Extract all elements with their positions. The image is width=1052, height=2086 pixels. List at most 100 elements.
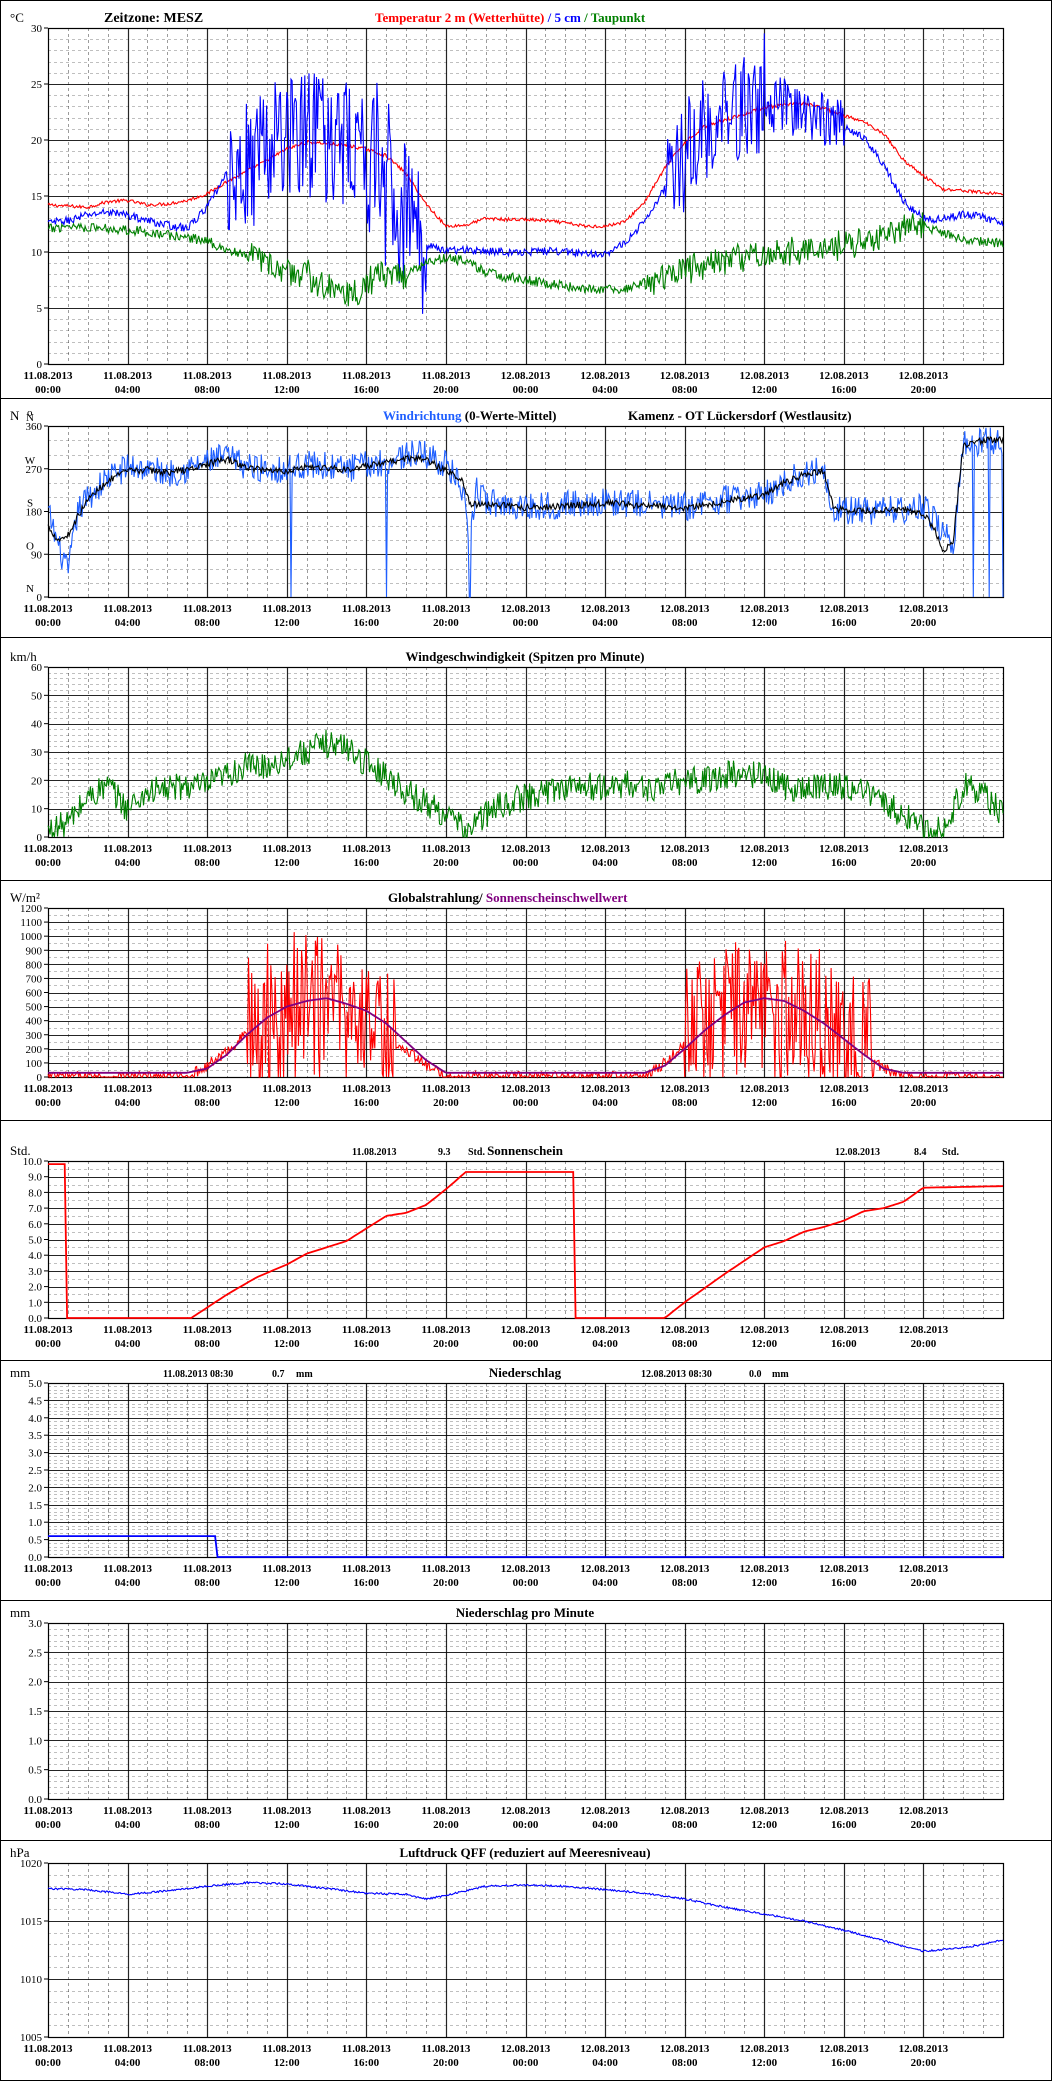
y-tick-label: 1.5 xyxy=(28,1706,42,1718)
x-tick-time: 08:00 xyxy=(672,1338,698,1350)
x-tick-date: 12.08.2013 xyxy=(580,1563,630,1575)
x-tick-time: 12:00 xyxy=(274,1819,300,1831)
x-tick-date: 12.08.2013 xyxy=(580,1324,630,1336)
title-part: (0-Werte-Mittel) xyxy=(462,408,557,423)
y-tick-label: 1020 xyxy=(20,1858,43,1870)
unit-mark: o xyxy=(27,407,33,419)
y-tick-label: 200 xyxy=(26,1044,43,1056)
y-tick-label: 0 xyxy=(37,832,43,844)
chart-global_radiation: 0 100 200 300 400 500 600 700 800 900 1000 1100 1200… xyxy=(10,890,1005,1109)
title-part: 5 cm xyxy=(554,10,581,25)
series-line-pressure-0 xyxy=(47,1881,1004,1953)
x-tick-time: 00:00 xyxy=(35,857,61,869)
x-tick-date: 12.08.2013 xyxy=(899,603,949,615)
x-tick-date: 12.08.2013 xyxy=(501,1083,551,1095)
x-tick-date: 11.08.2013 xyxy=(262,1083,311,1095)
x-tick-time: 12:00 xyxy=(751,2057,777,2069)
x-tick-time: 12:00 xyxy=(751,1819,777,1831)
y-tick-label: 0.0 xyxy=(28,1794,42,1806)
unit-label: mm xyxy=(10,1365,30,1380)
grid xyxy=(48,1383,1003,1558)
x-tick-time: 04:00 xyxy=(115,1577,141,1589)
x-tick-date: 12.08.2013 xyxy=(740,1805,790,1817)
x-tick-time: 04:00 xyxy=(115,857,141,869)
x-tick-time: 08:00 xyxy=(194,857,220,869)
y-tick-label: 10 xyxy=(31,247,43,259)
x-tick-date: 12.08.2013 xyxy=(819,1805,869,1817)
summary-value: 8.4 xyxy=(914,1147,927,1158)
x-tick-date: 11.08.2013 xyxy=(103,1563,152,1575)
x-tick-date: 11.08.2013 xyxy=(103,603,152,615)
x-tick-date: 11.08.2013 xyxy=(103,1083,152,1095)
y-tick-label: 0 xyxy=(37,592,43,604)
compass-label: N xyxy=(26,412,34,424)
x-tick-date: 11.08.2013 xyxy=(262,1324,311,1336)
x-tick-date: 12.08.2013 xyxy=(660,1083,710,1095)
x-tick-time: 04:00 xyxy=(115,1097,141,1109)
compass-label: W xyxy=(25,455,36,467)
y-tick-label: 800 xyxy=(26,959,43,971)
x-tick-date: 11.08.2013 xyxy=(342,843,391,855)
x-tick-date: 12.08.2013 xyxy=(501,843,551,855)
y-tick-label: 90 xyxy=(31,549,43,561)
x-tick-date: 11.08.2013 xyxy=(421,1083,470,1095)
x-tick-time: 04:00 xyxy=(592,617,618,629)
summary-value: 0.0 xyxy=(749,1369,762,1380)
y-tick-label: 30 xyxy=(31,747,43,759)
plot-border xyxy=(47,425,1005,599)
x-tick-date: 11.08.2013 xyxy=(262,1563,311,1575)
y-tick-label: 400 xyxy=(26,1016,43,1028)
unit-label: °C xyxy=(10,10,24,25)
x-tick-date: 12.08.2013 xyxy=(819,1083,869,1095)
x-tick-time: 20:00 xyxy=(433,1577,459,1589)
y-tick-label: 2.0 xyxy=(28,1482,42,1494)
plot-border xyxy=(47,27,1005,366)
x-tick-date: 12.08.2013 xyxy=(580,2043,630,2055)
chart-title: Niederschlag pro Minute xyxy=(456,1605,595,1620)
y-tick-label: 0.5 xyxy=(28,1535,42,1547)
x-tick-time: 16:00 xyxy=(353,1097,379,1109)
x-tick-time: 20:00 xyxy=(911,857,937,869)
y-tick-label: 360 xyxy=(26,421,43,433)
title-part: / xyxy=(581,10,591,25)
series-line-temperature-0 xyxy=(47,101,1004,229)
x-tick-time: 16:00 xyxy=(831,857,857,869)
y-tick-label: 1015 xyxy=(20,1916,43,1928)
x-tick-time: 20:00 xyxy=(433,617,459,629)
station-label: Kamenz - OT Lückersdorf (Westlausitz) xyxy=(628,408,852,423)
chart-title: Globalstrahlung/ Sonnenscheinschwellwert xyxy=(388,890,628,905)
y-tick-label: 1.5 xyxy=(28,1500,42,1512)
x-tick-date: 11.08.2013 xyxy=(183,2043,232,2055)
x-tick-time: 08:00 xyxy=(672,2057,698,2069)
y-tick-label: 700 xyxy=(26,973,43,985)
x-tick-time: 20:00 xyxy=(911,2057,937,2069)
x-tick-date: 12.08.2013 xyxy=(740,1563,790,1575)
x-tick-date: 11.08.2013 xyxy=(183,1563,232,1575)
x-tick-date: 11.08.2013 xyxy=(24,1324,73,1336)
y-tick-label: 3.0 xyxy=(28,1618,42,1630)
summary-date: 11.08.2013 xyxy=(352,1147,396,1158)
x-tick-time: 00:00 xyxy=(35,2057,61,2069)
chart-temperature: 0 5 10 15 20 25 30 °C 11.08.2013 00:00 11.08.2013 0… xyxy=(10,10,1005,396)
x-tick-time: 04:00 xyxy=(115,1819,141,1831)
x-tick-date: 12.08.2013 xyxy=(501,1324,551,1336)
x-tick-time: 20:00 xyxy=(433,1097,459,1109)
y-tick-label: 40 xyxy=(31,719,43,731)
x-tick-date: 11.08.2013 xyxy=(24,1805,73,1817)
x-tick-date: 12.08.2013 xyxy=(740,370,790,382)
y-tick-label: 6.0 xyxy=(28,1219,42,1231)
x-tick-time: 00:00 xyxy=(35,1338,61,1350)
y-tick-label: 0 xyxy=(37,359,43,371)
plot-border xyxy=(47,1862,1005,2039)
x-tick-date: 11.08.2013 xyxy=(421,1563,470,1575)
x-tick-date: 12.08.2013 xyxy=(819,370,869,382)
x-tick-time: 00:00 xyxy=(35,617,61,629)
y-tick-label: 5 xyxy=(37,303,43,315)
x-tick-date: 12.08.2013 xyxy=(580,370,630,382)
x-tick-date: 11.08.2013 xyxy=(342,1083,391,1095)
y-tick-label: 4.5 xyxy=(28,1395,42,1407)
y-tick-label: 9.0 xyxy=(28,1172,42,1184)
unit-label: hPa xyxy=(10,1845,30,1860)
